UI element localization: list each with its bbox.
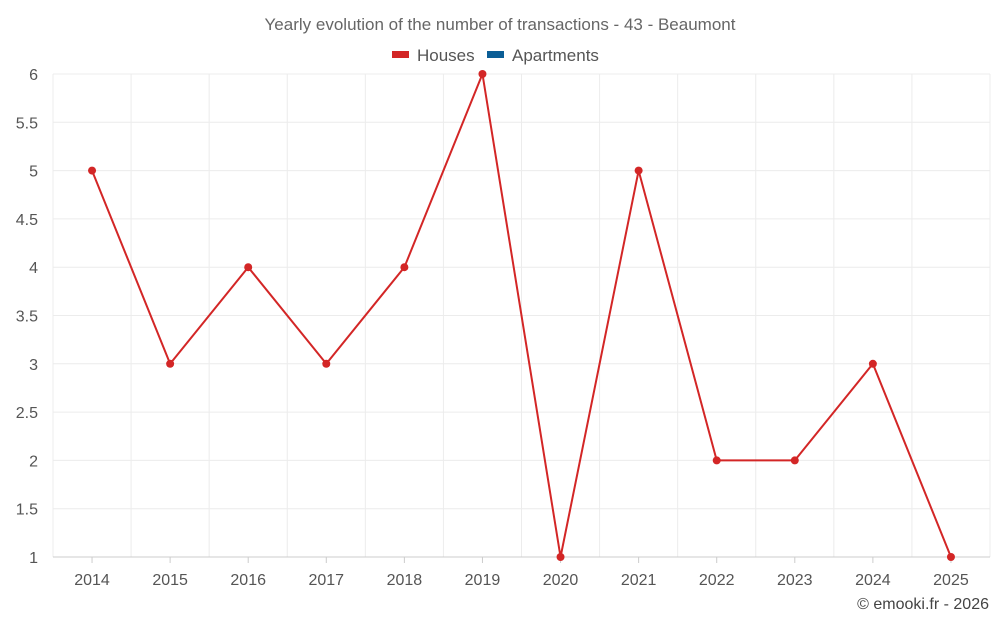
- x-tick-label: 2021: [621, 572, 657, 589]
- x-tick-label: 2016: [230, 572, 266, 589]
- x-tick-label: 2025: [933, 572, 969, 589]
- series-houses: [88, 70, 955, 561]
- chart-title: Yearly evolution of the number of transa…: [265, 15, 736, 34]
- series-line-houses: [91, 73, 952, 558]
- legend: Houses Apartments: [392, 46, 599, 65]
- data-point-2015[interactable]: [166, 359, 175, 368]
- x-tick-label: 2023: [777, 572, 813, 589]
- data-point-2019[interactable]: [478, 70, 487, 78]
- legend-item-houses[interactable]: Houses: [392, 46, 475, 65]
- x-tick-label: 2015: [152, 572, 188, 589]
- y-tick-label: 6: [29, 67, 38, 84]
- y-tick-label: 5.5: [16, 115, 38, 132]
- x-tick-label: 2018: [387, 572, 423, 589]
- copyright-credit: © emooki.fr - 2026: [857, 596, 989, 613]
- y-tick-label: 3.5: [16, 309, 38, 326]
- x-tick-label: 2017: [308, 572, 344, 589]
- data-point-2024[interactable]: [868, 359, 877, 368]
- legend-swatch-apartments: [487, 51, 504, 58]
- y-tick-label: 2.5: [16, 405, 38, 422]
- legend-label-houses: Houses: [417, 46, 475, 65]
- y-tick-label: 4.5: [16, 212, 38, 229]
- x-tick-label: 2019: [465, 572, 501, 589]
- y-tick-label: 2: [29, 453, 38, 470]
- data-point-2018[interactable]: [400, 263, 409, 272]
- data-point-2016[interactable]: [244, 263, 253, 272]
- x-tick-label: 2022: [699, 572, 735, 589]
- legend-item-apartments[interactable]: Apartments: [487, 46, 599, 65]
- y-tick-label: 5: [29, 164, 38, 181]
- data-point-2017[interactable]: [322, 359, 331, 368]
- data-point-2020[interactable]: [556, 553, 565, 561]
- x-tick-label: 2024: [855, 572, 891, 589]
- y-tick-label: 1.5: [16, 502, 38, 519]
- data-point-2022[interactable]: [712, 456, 721, 465]
- legend-label-apartments: Apartments: [512, 46, 599, 65]
- x-tick-label: 2020: [543, 572, 579, 589]
- x-tick-label: 2014: [74, 572, 110, 589]
- y-tick-label: 3: [29, 357, 38, 374]
- y-tick-label: 4: [29, 260, 38, 277]
- y-tick-label: 1: [29, 550, 38, 567]
- data-point-2021[interactable]: [634, 166, 643, 175]
- legend-swatch-houses: [392, 51, 409, 58]
- y-axis-ticks: 1 1.5 2 2.5 3 3.5 4 4.5 5 5.5 6: [16, 67, 38, 567]
- data-point-2014[interactable]: [88, 166, 97, 175]
- x-axis-ticks: 2014 2015 2016 2017 2018 2019 2020 2021 2022 2023…: [74, 557, 969, 589]
- data-point-2023[interactable]: [790, 456, 799, 465]
- data-point-2025[interactable]: [946, 553, 955, 561]
